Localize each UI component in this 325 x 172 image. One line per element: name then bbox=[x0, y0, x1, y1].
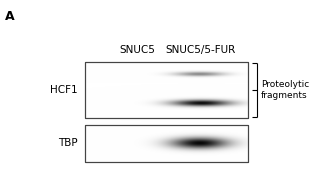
Text: A: A bbox=[5, 10, 15, 23]
Text: Proteolytic
fragments: Proteolytic fragments bbox=[261, 80, 309, 100]
Bar bbox=[85, 125, 248, 162]
Text: SNUC5: SNUC5 bbox=[119, 45, 155, 55]
Text: SNUC5/5-FUR: SNUC5/5-FUR bbox=[165, 45, 235, 55]
Bar bbox=[85, 125, 248, 162]
Text: TBP: TBP bbox=[58, 138, 78, 148]
Bar bbox=[85, 62, 248, 118]
Bar bbox=[85, 62, 248, 118]
Text: HCF1: HCF1 bbox=[50, 85, 78, 95]
